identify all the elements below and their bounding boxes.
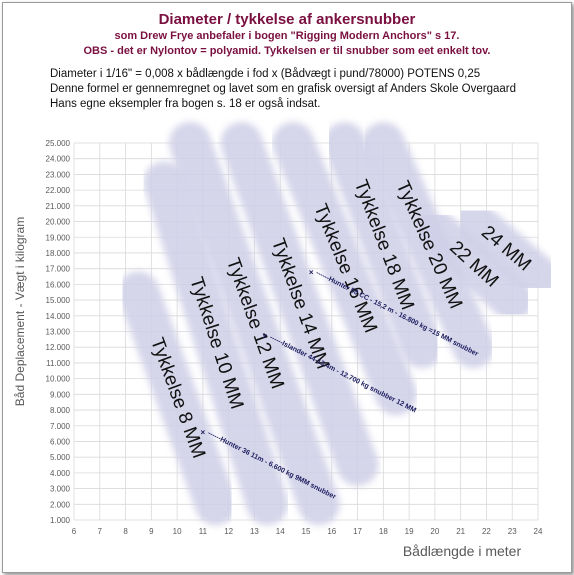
x-tick-label: 10 — [173, 527, 182, 536]
y-tick-label: 2.000 — [50, 500, 71, 509]
y-tick-label: 3.000 — [50, 485, 71, 494]
x-tick-label: 15 — [302, 527, 311, 536]
subtitle-line-1: som Drew Frye anbefaler i bogen "Rigging… — [114, 30, 460, 42]
y-tick-label: 22.000 — [46, 186, 71, 195]
y-tick-label: 7.000 — [50, 422, 71, 431]
y-tick-label: 18.000 — [46, 249, 71, 258]
x-tick-label: 13 — [250, 527, 259, 536]
y-axis-title: Båd Deplacement - Vægt i kilogram — [13, 217, 27, 406]
y-tick-label: 1.000 — [50, 516, 71, 525]
thickness-band — [413, 208, 534, 322]
x-axis-title: Bådlængde i meter — [403, 543, 522, 559]
x-tick-label: 19 — [405, 527, 414, 536]
y-tick-label: 13.000 — [46, 328, 71, 337]
x-tick-label: 14 — [276, 527, 285, 536]
axes: 6 7 8 9 10 11 12 13 14 15 16 17 18 19 20 21 22 23 24 1.000 2… — [13, 139, 543, 559]
annotation-marker: × — [201, 428, 206, 437]
x-tick-label: 22 — [482, 527, 491, 536]
y-tick-label: 19.000 — [46, 233, 71, 242]
title-block: Diameter / tykkelse af ankersnubber som … — [0, 10, 574, 59]
thickness-band — [169, 122, 340, 526]
thickness-band — [220, 122, 379, 487]
y-tick-label: 6.000 — [50, 437, 71, 446]
thickness-band — [323, 122, 443, 369]
y-tick-label: 11.000 — [46, 359, 70, 368]
y-tick-label: 8.000 — [50, 406, 71, 415]
thickness-band — [117, 271, 237, 526]
thickness-bands — [117, 122, 559, 526]
thickness-band — [272, 122, 418, 416]
subtitle-line-2: OBS - det er Nylontov = polyamid. Tykkel… — [83, 45, 491, 57]
y-tick-label: 4.000 — [50, 469, 71, 478]
y-tick-label: 14.000 — [46, 312, 71, 321]
y-tick-label: 25.000 — [46, 139, 71, 148]
formula-notes: Diameter i 1/16" = 0,008 x bådlængde i f… — [50, 67, 560, 112]
x-tick-label: 23 — [508, 527, 517, 536]
thickness-band — [452, 200, 559, 298]
annotation-marker: × — [309, 268, 314, 277]
y-tick-label: 15.000 — [46, 296, 71, 305]
y-tick-label: 16.000 — [46, 280, 71, 289]
x-tick-label: 21 — [456, 527, 465, 536]
x-tick-label: 18 — [379, 527, 388, 536]
chart-title: Diameter / tykkelse af ankersnubber — [158, 11, 416, 28]
y-tick-label: 10.000 — [46, 375, 71, 384]
x-tick-label: 24 — [534, 527, 543, 536]
x-tick-label: 16 — [327, 527, 336, 536]
x-tick-label: 6 — [72, 527, 77, 536]
x-tick-label: 17 — [353, 527, 362, 536]
y-tick-label: 5.000 — [50, 453, 71, 462]
x-tick-label: 8 — [123, 527, 128, 536]
y-tick-label: 24.000 — [46, 155, 71, 164]
y-tick-label: 9.000 — [50, 390, 71, 399]
y-tick-label: 12.000 — [46, 343, 71, 352]
y-tick-label: 21.000 — [46, 202, 71, 211]
x-tick-label: 12 — [224, 527, 233, 536]
x-tick-label: 20 — [430, 527, 439, 536]
y-tick-label: 23.000 — [46, 170, 71, 179]
x-tick-label: 9 — [149, 527, 154, 536]
annotation-marker: × — [262, 332, 267, 341]
y-tick-label: 20.000 — [46, 218, 71, 227]
x-tick-label: 7 — [98, 527, 103, 536]
formula-note-3: Hans egne eksempler fra bogen s. 18 er o… — [50, 98, 321, 110]
y-tick-label: 17.000 — [46, 265, 71, 274]
formula-note-1: Diameter i 1/16" = 0,008 x bådlængde i f… — [50, 68, 481, 80]
thickness-band — [143, 161, 289, 526]
x-tick-label: 11 — [199, 527, 208, 536]
formula-note-2: Denne formel er gennemregnet og lavet so… — [50, 83, 516, 95]
